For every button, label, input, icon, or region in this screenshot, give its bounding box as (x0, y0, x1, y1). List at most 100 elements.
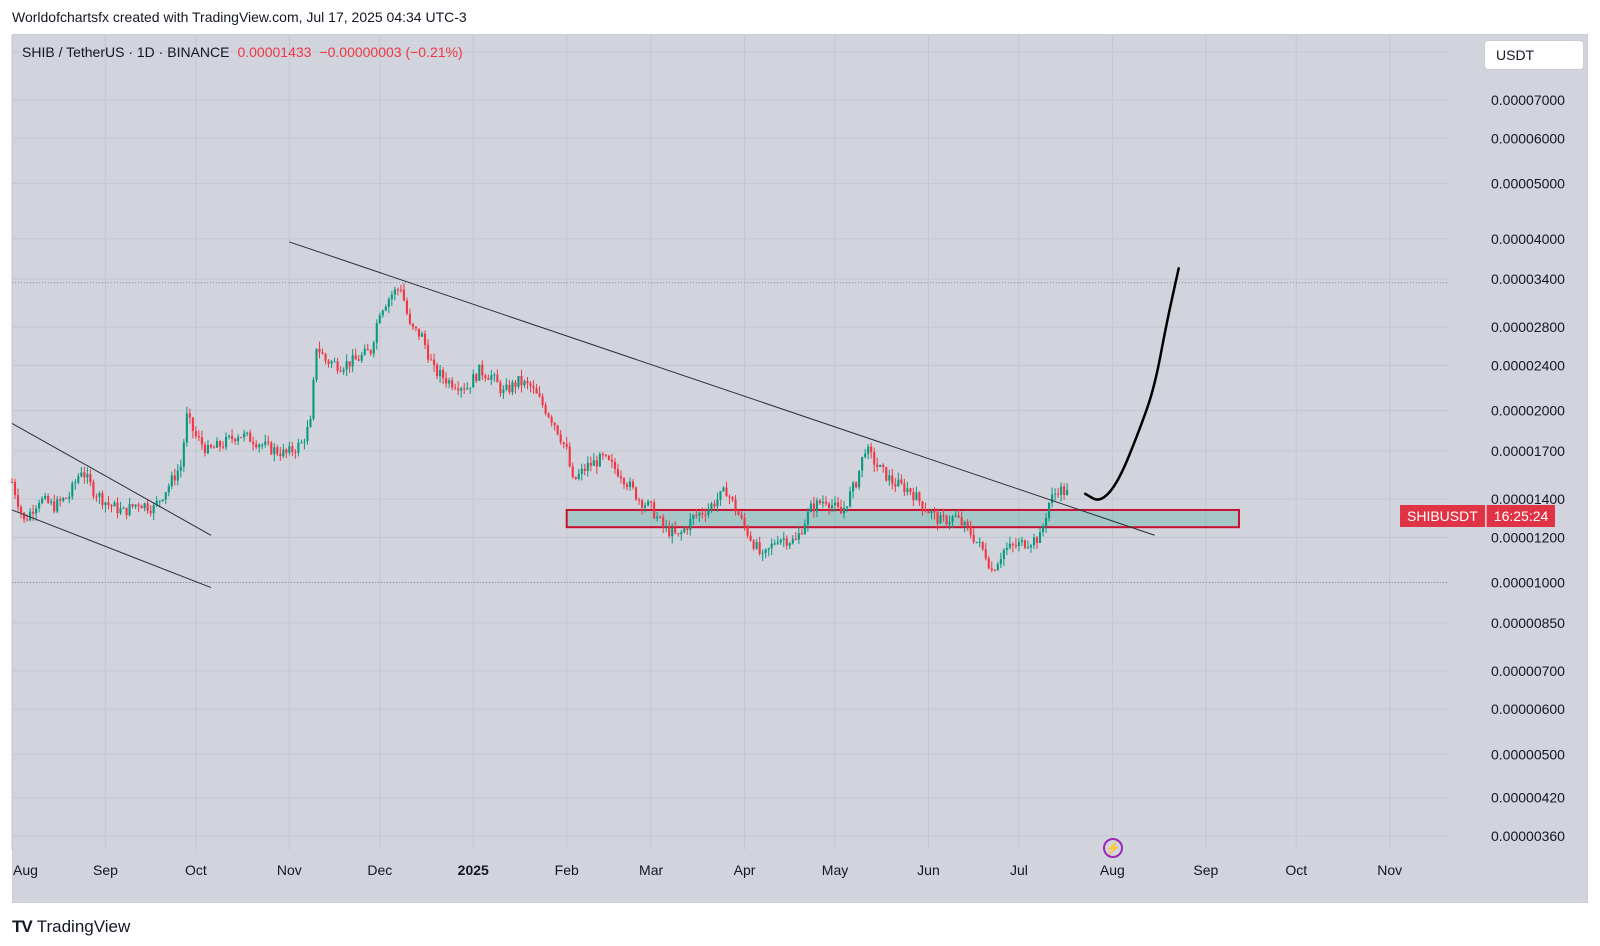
candle (897, 472, 900, 488)
candle (535, 383, 538, 394)
candle (417, 328, 421, 341)
candle (137, 502, 140, 512)
candle (152, 502, 155, 521)
legend-symbol: SHIB / TetherUS · 1D · BINANCE (22, 44, 230, 60)
candle (16, 488, 20, 512)
candle (1008, 536, 1011, 550)
x-tick-label: Jun (917, 862, 940, 878)
candle (653, 499, 656, 520)
candle (345, 354, 348, 377)
candle (92, 479, 95, 500)
candle (713, 500, 716, 510)
candle (439, 364, 442, 383)
candle (843, 501, 846, 519)
candle (273, 442, 276, 462)
candle (641, 498, 644, 515)
candle (761, 549, 764, 562)
candle (252, 436, 255, 451)
candle (300, 439, 303, 444)
chart-frame[interactable] (12, 34, 1588, 903)
candle (98, 491, 101, 504)
candle (918, 491, 921, 506)
candle (978, 537, 981, 548)
candle (451, 377, 454, 391)
candle (469, 387, 472, 394)
candle (719, 490, 722, 506)
candle (686, 526, 689, 535)
legend-price: 0.00001433 (237, 44, 312, 60)
candle (803, 519, 806, 535)
candle (62, 496, 65, 503)
channel-lower-line (11, 509, 212, 588)
candle (423, 330, 427, 350)
candle (891, 468, 894, 490)
candle (1063, 483, 1066, 500)
currency-button[interactable]: USDT (1484, 40, 1584, 70)
candle (728, 494, 731, 505)
candle (656, 511, 659, 522)
candle (191, 416, 194, 439)
candle (291, 442, 294, 457)
candle (414, 326, 418, 332)
candle (221, 441, 225, 450)
annotation-layer-front (11, 241, 1180, 588)
y-tick-label: 0.00003400 (1491, 271, 1565, 287)
candle (818, 498, 821, 505)
candle (752, 538, 755, 551)
candle (402, 283, 405, 302)
candle (613, 457, 616, 475)
x-tick-label: Oct (1285, 862, 1307, 878)
candle (523, 379, 526, 388)
candle (1044, 512, 1048, 534)
candle (912, 487, 915, 507)
candle (197, 430, 200, 442)
candle (212, 445, 216, 449)
candle (638, 497, 641, 505)
candle (508, 379, 511, 395)
candle (707, 503, 710, 519)
candle (499, 379, 502, 397)
candle (634, 486, 638, 501)
candle (116, 497, 119, 519)
candle (1041, 523, 1045, 537)
candle (616, 463, 620, 478)
legend-change: −0.00000003 (−0.21%) (319, 44, 463, 60)
candle (288, 441, 291, 456)
candle (369, 349, 372, 357)
candle (164, 492, 167, 505)
candle (324, 352, 327, 365)
candle (547, 412, 550, 419)
candle (264, 434, 267, 448)
candle (460, 386, 463, 398)
candle (360, 352, 363, 363)
candle (873, 447, 876, 473)
candle (113, 500, 116, 507)
candle (279, 447, 282, 461)
candle (864, 448, 867, 459)
y-tick-label: 0.00000850 (1491, 615, 1565, 631)
candle (375, 319, 378, 350)
candle (155, 496, 158, 508)
candle (716, 492, 719, 512)
candle (852, 480, 855, 499)
x-tick-label: Oct (185, 862, 207, 878)
candle (393, 286, 396, 301)
tradingview-logo[interactable]: TV TradingView (12, 917, 130, 937)
candle (47, 493, 50, 504)
candle (836, 496, 840, 509)
candle (203, 441, 206, 457)
candle (975, 541, 978, 544)
candle (185, 406, 188, 447)
x-tick-label: Aug (13, 862, 38, 878)
symbol-legend[interactable]: SHIB / TetherUS · 1D · BINANCE 0.00001433… (22, 44, 463, 60)
candle (743, 512, 746, 531)
candle (662, 514, 665, 534)
candle (821, 495, 825, 508)
lightning-icon[interactable]: ⚡ (1103, 838, 1123, 858)
candle (122, 506, 125, 509)
candle (586, 456, 589, 477)
candle (107, 495, 110, 510)
candle (396, 287, 399, 296)
candle (776, 535, 779, 546)
